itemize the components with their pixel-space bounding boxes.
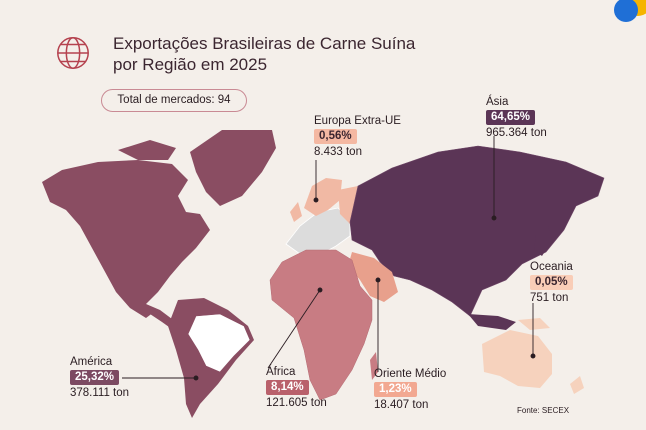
region-asia [349, 145, 605, 317]
source-note: Fonte: SECEX [517, 406, 570, 415]
label-africa: África 8,14% 121.605 ton [266, 366, 327, 409]
label-africa-pct: 8,14% [266, 380, 309, 395]
label-africa-ton: 121.605 ton [266, 397, 327, 409]
globe-icon [57, 37, 89, 69]
region-middle-east [348, 252, 398, 302]
label-europa-name: Europa Extra-UE [314, 115, 401, 127]
page-title: Exportações Brasileiras de Carne Suína p… [113, 33, 415, 75]
label-africa-name: África [266, 366, 296, 378]
leader-dot-europa [313, 197, 319, 203]
label-asia-name: Ásia [486, 96, 509, 108]
region-greenland [190, 130, 276, 206]
region-brazil [187, 313, 251, 373]
label-oceania-name: Oceania [530, 261, 573, 273]
region-africa [269, 249, 373, 401]
label-oceania: Oceania 0,05% 751 ton [530, 261, 573, 304]
label-asia: Ásia 64,65% 965.364 ton [486, 96, 547, 139]
region-europe-extra-ue [304, 178, 342, 216]
region-new-zealand [570, 376, 584, 394]
label-america: América 25,32% 378.111 ton [70, 356, 129, 399]
label-europa-pct: 0,56% [314, 129, 357, 144]
label-europa-ton: 8.433 ton [314, 146, 362, 158]
label-oriente-pct: 1,23% [374, 382, 417, 397]
leader-dot-america [193, 375, 199, 381]
label-america-pct: 25,32% [70, 370, 120, 385]
leader-dot-asia [491, 215, 497, 221]
label-asia-ton: 965.364 ton [486, 127, 547, 139]
total-markets-badge: Total de mercados: 94 [101, 89, 247, 112]
leader-line-africa [267, 289, 321, 369]
label-oceania-ton: 751 ton [530, 292, 569, 304]
leader-dot-africa [317, 287, 323, 293]
leader-dot-oceania [530, 353, 536, 359]
corner-logo-accent [614, 0, 646, 22]
label-oceania-pct: 0,05% [530, 275, 573, 290]
region-north-america [42, 160, 210, 318]
label-oriente-name: Oriente Médio [374, 368, 447, 380]
leader-dot-oriente [375, 277, 381, 283]
title-line-1: Exportações Brasileiras de Carne Suína [113, 34, 416, 53]
region-madagascar [370, 352, 378, 380]
region-japan [534, 226, 552, 256]
label-america-ton: 378.111 ton [70, 387, 130, 399]
label-america-name: América [70, 356, 113, 368]
region-new-guinea [518, 318, 550, 330]
region-arctic-islands [118, 140, 176, 160]
label-europa: Europa Extra-UE 0,56% 8.433 ton [314, 115, 401, 158]
region-se-asia-islands [468, 314, 516, 330]
label-oriente-ton: 18.407 ton [374, 399, 429, 411]
region-uk [290, 202, 302, 222]
region-australia [482, 330, 552, 388]
label-oriente: Oriente Médio 1,23% 18.407 ton [374, 368, 446, 411]
title-line-2: por Região em 2025 [113, 55, 268, 74]
label-asia-pct: 64,65% [486, 110, 536, 125]
